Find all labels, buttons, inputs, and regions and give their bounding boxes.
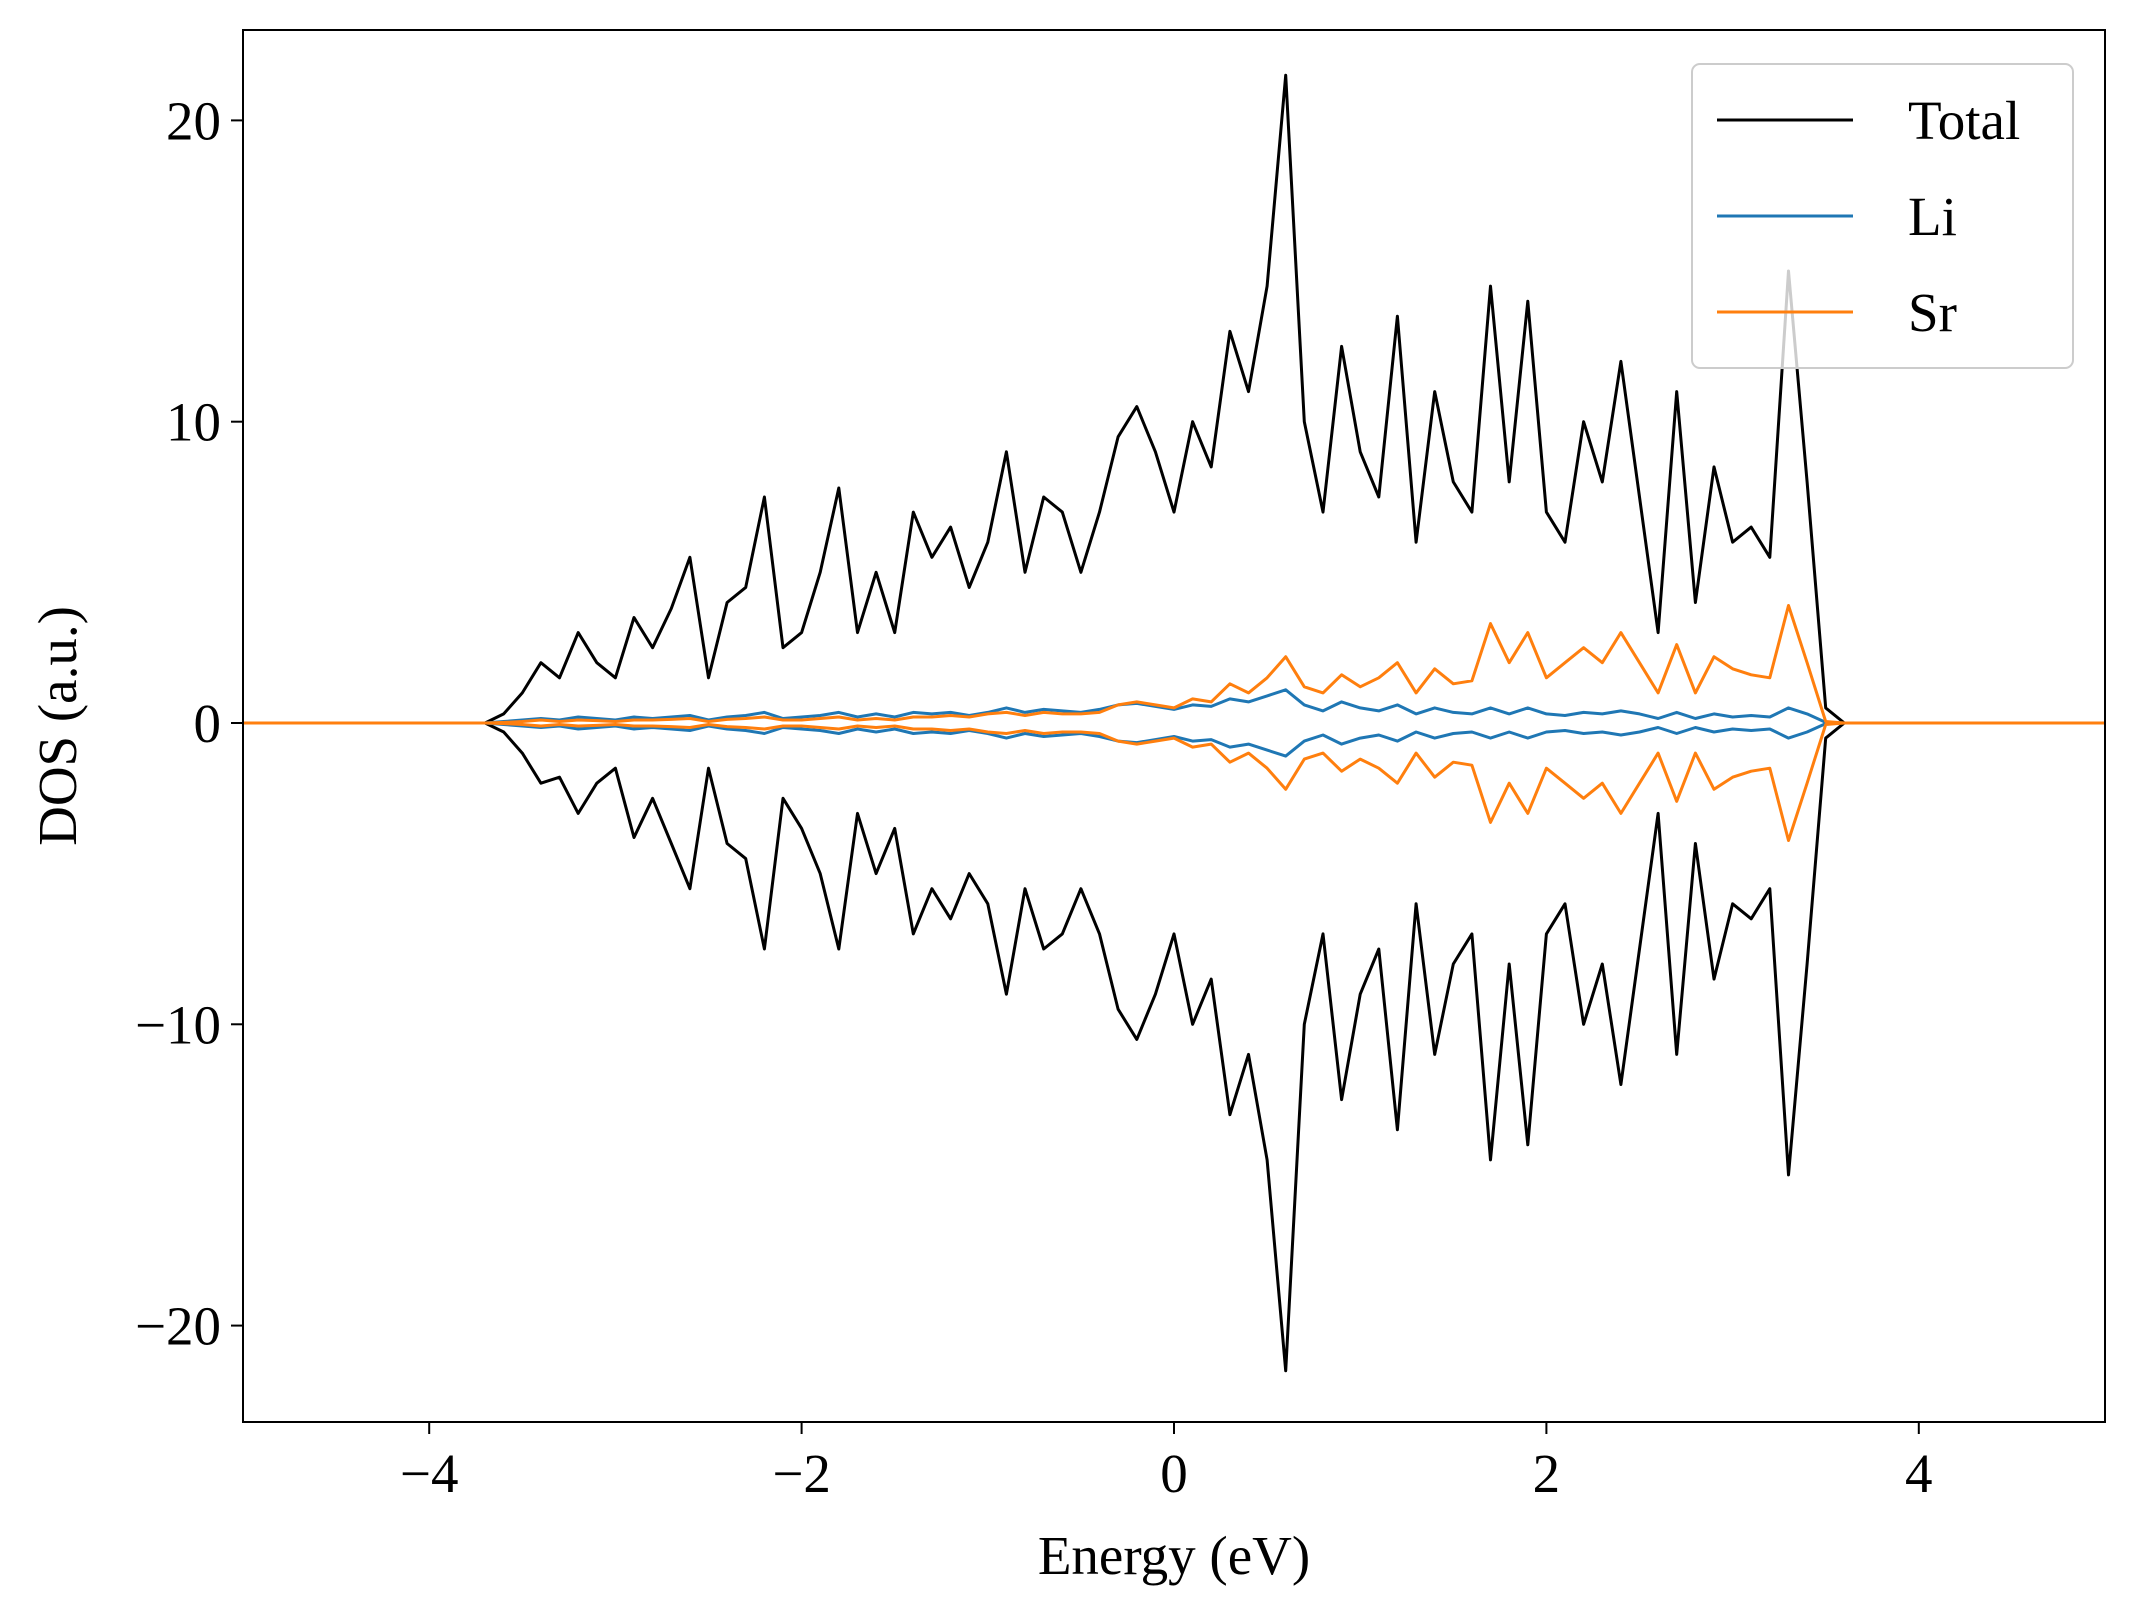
dos-line: [243, 73, 2105, 725]
x-tick-label: 2: [1533, 1443, 1561, 1504]
y-tick-label: −10: [135, 994, 221, 1055]
y-tick-label: 20: [166, 90, 221, 151]
legend-label: Li: [1908, 186, 1957, 247]
x-tick-label: 0: [1160, 1443, 1188, 1504]
plot-frame: [242, 29, 2106, 1423]
legend-label: Sr: [1908, 282, 1957, 343]
x-tick-label: −2: [772, 1443, 831, 1504]
x-tick-label: 4: [1905, 1443, 1933, 1504]
y-tick-label: 10: [166, 392, 221, 453]
dos-line: [243, 721, 2105, 1373]
y-tick-label: −20: [135, 1296, 221, 1357]
y-axis-label: DOS (a.u.): [27, 606, 88, 846]
y-tick-label: 0: [194, 693, 222, 754]
legend-box: [1691, 63, 2074, 369]
x-axis-label: Energy (eV): [1038, 1525, 1310, 1586]
dos-line: [243, 721, 2105, 842]
legend-label: Total: [1908, 90, 2020, 151]
dos-line: [243, 604, 2105, 725]
x-tick-label: −4: [400, 1443, 459, 1504]
